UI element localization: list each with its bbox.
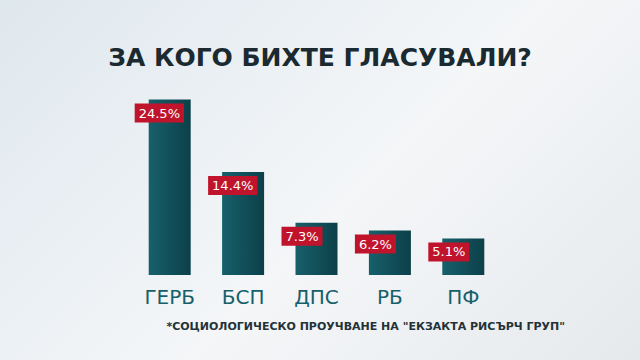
svg-text:ЗА КОГО БИХТЕ ГЛАСУВАЛИ?: ЗА КОГО БИХТЕ ГЛАСУВАЛИ? [108,43,532,72]
svg-text:5.1%: 5.1% [432,244,465,259]
svg-text:РБ: РБ [377,285,403,309]
svg-text:*СОЦИОЛОГИЧЕСКО ПРОУЧВАНЕ НА ": *СОЦИОЛОГИЧЕСКО ПРОУЧВАНЕ НА "ЕКЗАКТА РИ… [166,320,565,333]
svg-text:6.2%: 6.2% [359,237,392,252]
svg-text:7.3%: 7.3% [286,229,319,244]
svg-text:ГЕРБ: ГЕРБ [144,285,195,309]
svg-text:14.4%: 14.4% [212,178,253,193]
svg-text:ПФ: ПФ [447,285,479,309]
svg-text:БСП: БСП [222,285,265,309]
svg-text:24.5%: 24.5% [139,106,180,121]
svg-text:ДПС: ДПС [294,285,339,309]
